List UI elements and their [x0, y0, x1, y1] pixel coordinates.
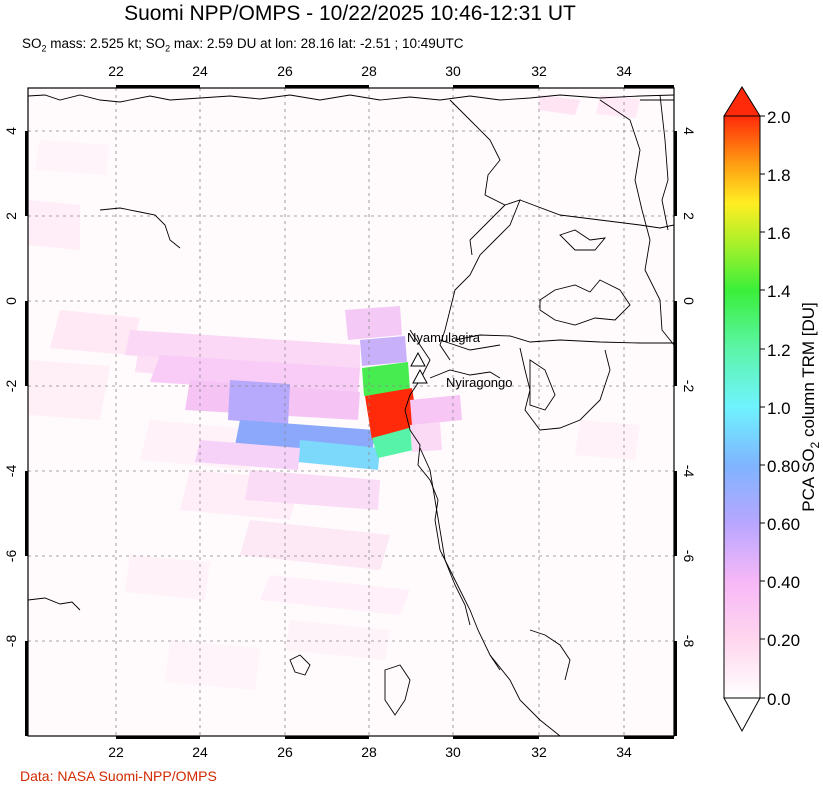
volcano-markers: Nyamulagira Nyiragongo [407, 330, 513, 390]
lon-tick-34-top: 34 [616, 63, 632, 79]
map-subtitle: SO2 mass: 2.525 kt; SO2 max: 2.59 DU at … [22, 36, 464, 54]
lon-tick-28-top: 28 [361, 63, 377, 79]
volcano-label-nyamulagira: Nyamulagira [407, 330, 481, 345]
lat-tick-2-left: 2 [3, 212, 19, 220]
lat-tick-m4-left: -4 [3, 465, 19, 478]
mass-text: mass: 2.525 kt; SO [46, 36, 166, 51]
colorbar-tick: 0.60 [767, 515, 800, 534]
so2-subscript: 2 [41, 43, 47, 54]
lat-tick-m8-right: -8 [681, 635, 697, 648]
lat-tick-m6-right: -6 [681, 550, 697, 563]
colorbar-tick: 0.0 [767, 690, 791, 709]
lat-ticks-left: 4 2 0 -2 -4 -6 -8 [3, 127, 19, 647]
volcano-triangle-icon [410, 351, 426, 367]
colorbar-tick: 1.0 [767, 399, 791, 418]
max-text: max: 2.59 DU at lon: 28.16 lat: -2.51 ; … [170, 36, 464, 51]
lat-tick-0-left: 0 [3, 297, 19, 305]
lon-tick-22-bottom: 22 [108, 744, 124, 760]
colorbar-tick: 0.40 [767, 573, 800, 592]
lat-tick-m8-left: -8 [3, 635, 19, 648]
colorbar-tick: 1.8 [767, 166, 791, 185]
lon-tick-24-bottom: 24 [192, 744, 208, 760]
so2-max-subscript: 2 [165, 43, 171, 54]
volcano-triangle-icon [412, 368, 428, 384]
lon-tick-26-top: 26 [277, 63, 293, 79]
borders [28, 94, 674, 736]
lon-ticks-bottom: 22 24 26 28 30 32 34 [108, 744, 632, 760]
colorbar-tick: 1.4 [767, 282, 791, 301]
lat-tick-m2-right: -2 [681, 380, 697, 393]
lat-tick-4-left: 4 [3, 127, 19, 135]
colorbar-ramp [723, 115, 761, 699]
lat-tick-0-right: 0 [681, 297, 697, 305]
colorbar-tick: 0.20 [767, 631, 800, 650]
map-title: Suomi NPP/OMPS - 10/22/2025 10:46-12:31 … [124, 2, 576, 25]
colorbar: 2.0 1.8 1.6 1.4 1.2 1.0 0.80 0.60 0.40 0… [723, 86, 822, 733]
lon-tick-30-top: 30 [445, 63, 461, 79]
colorbar-tick: 1.6 [767, 224, 791, 243]
data-credit: Data: NASA Suomi-NPP/OMPS [20, 768, 217, 784]
lon-tick-32-bottom: 32 [531, 744, 547, 760]
lon-ticks-top: 22 24 26 28 30 32 34 [108, 63, 632, 79]
lon-tick-34-bottom: 34 [616, 744, 632, 760]
colorbar-label: PCA SO2 column TRM [DU] [799, 302, 822, 512]
lat-tick-m2-left: -2 [3, 380, 19, 393]
lon-tick-30-bottom: 30 [445, 744, 461, 760]
volcano-label-nyiragongo: Nyiragongo [446, 375, 513, 390]
lat-ticks-right: 4 2 0 -2 -4 -6 -8 [681, 127, 697, 647]
lon-tick-32-top: 32 [531, 63, 547, 79]
lon-tick-22-top: 22 [108, 63, 124, 79]
lat-tick-m4-right: -4 [681, 465, 697, 478]
so2-pixels [28, 95, 640, 690]
lat-tick-2-right: 2 [681, 212, 697, 220]
colorbar-underflow-arrow [723, 697, 761, 733]
colorbar-tick: 2.0 [767, 108, 791, 127]
lat-tick-4-right: 4 [681, 127, 697, 135]
lon-tick-24-top: 24 [192, 63, 208, 79]
graticule [28, 88, 674, 736]
checker-border [25, 85, 677, 739]
colorbar-tick: 1.2 [767, 341, 791, 360]
colorbar-overflow-arrow [723, 86, 761, 117]
lat-tick-m6-left: -6 [3, 550, 19, 563]
lon-tick-28-bottom: 28 [361, 744, 377, 760]
lon-tick-26-bottom: 26 [277, 744, 293, 760]
colorbar-tick: 0.80 [767, 457, 800, 476]
so2-label: SO [22, 36, 42, 51]
